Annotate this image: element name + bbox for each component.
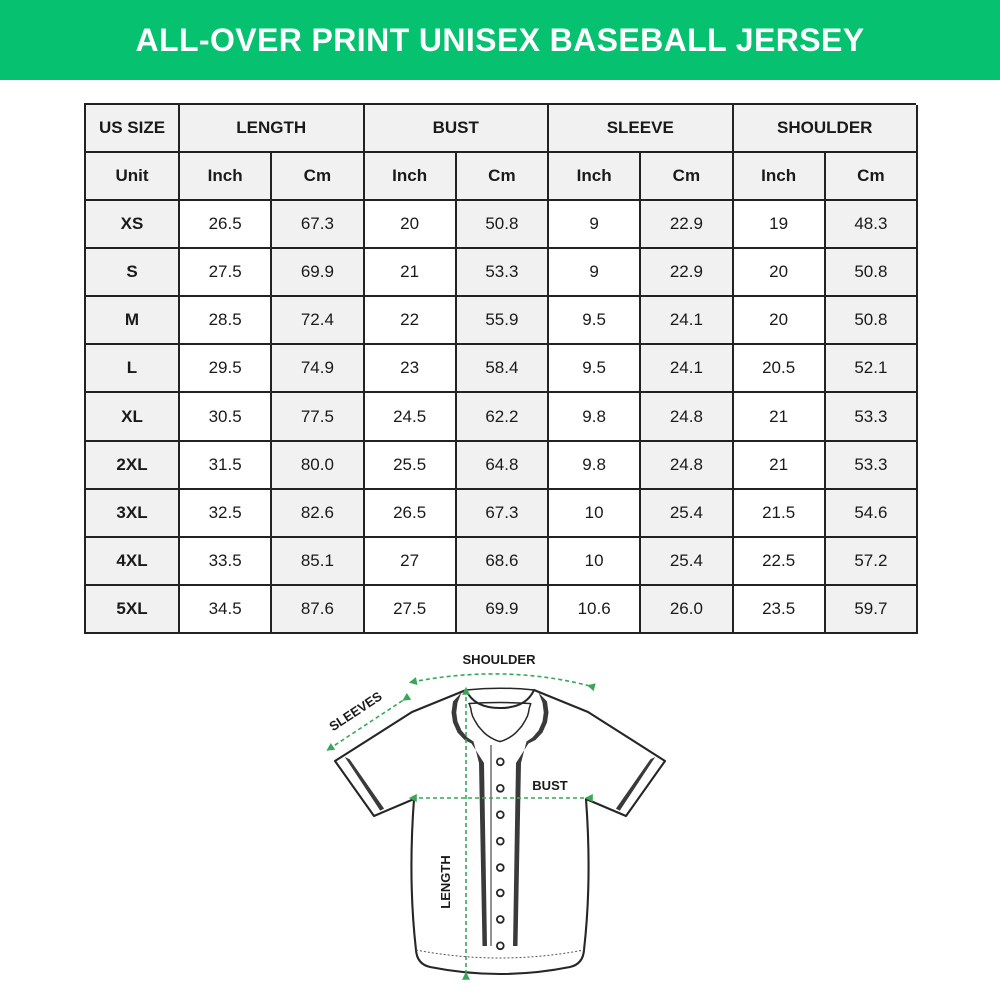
svg-text:LENGTH: LENGTH xyxy=(438,855,453,908)
svg-text:SLEEVES: SLEEVES xyxy=(326,688,385,734)
svg-text:SHOULDER: SHOULDER xyxy=(463,652,537,667)
svg-text:BUST: BUST xyxy=(532,778,567,793)
